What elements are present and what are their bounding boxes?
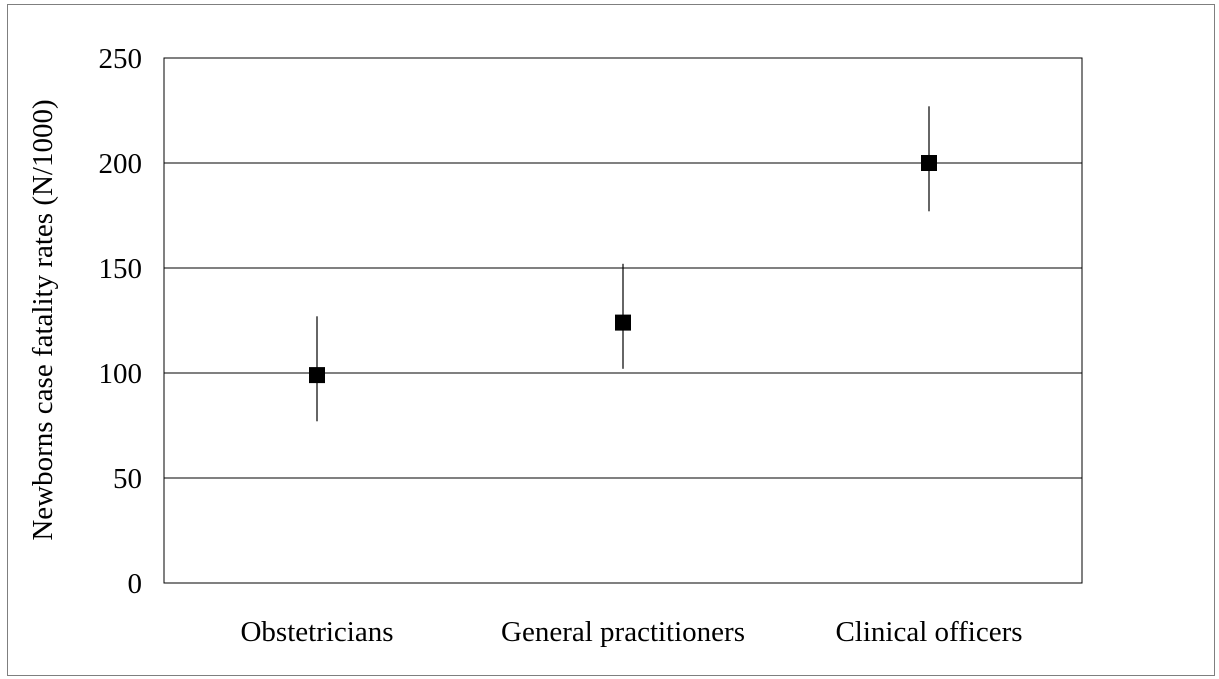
y-axis-tick-labels: 0 50 100 150 200 250 (99, 43, 143, 600)
x-axis-tick-labels: Obstetricians General practitioners Clinic… (240, 616, 1022, 648)
x-tick-label: Obstetricians (240, 616, 393, 648)
x-tick-label: General practitioners (501, 616, 745, 648)
y-tick-label: 100 (99, 358, 143, 390)
x-tick-label: Clinical officers (835, 616, 1022, 648)
y-tick-label: 50 (113, 463, 142, 495)
plot-area (163, 57, 1083, 584)
chart-frame (7, 4, 1215, 676)
data-point (921, 155, 937, 171)
y-tick-label: 250 (99, 43, 143, 75)
data-point (309, 367, 325, 384)
y-tick-label: 150 (99, 253, 143, 285)
data-point (615, 314, 631, 331)
y-tick-label: 200 (99, 148, 143, 180)
y-axis-label: Newborns case fatality rates (N/1000) (27, 99, 59, 540)
data-series (309, 106, 937, 422)
y-tick-label: 0 (128, 568, 143, 600)
